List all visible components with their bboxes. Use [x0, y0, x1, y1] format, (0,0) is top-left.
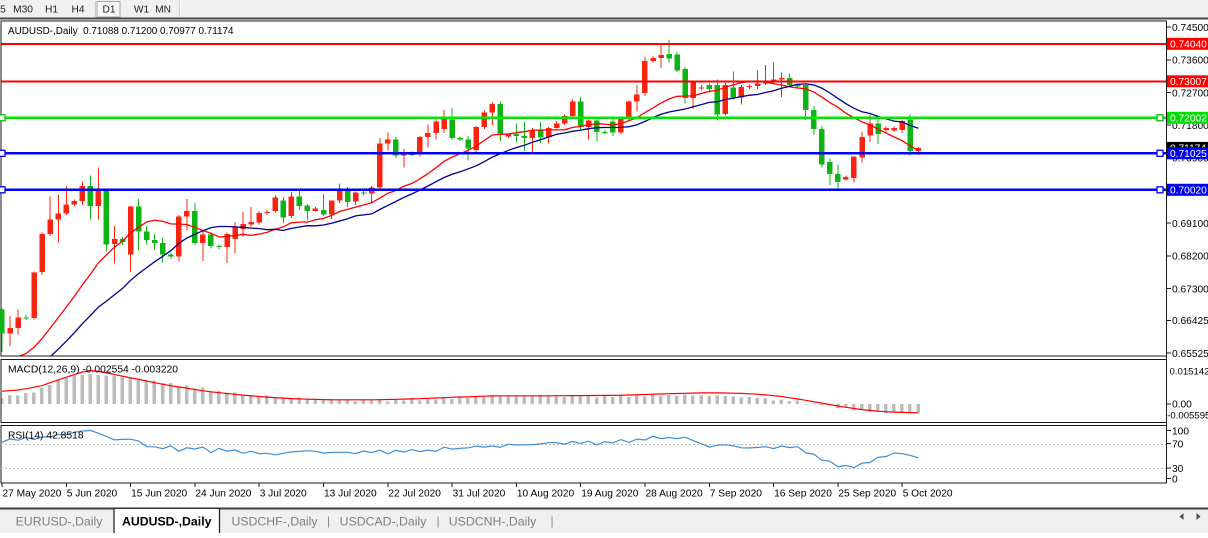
svg-text:0.69100: 0.69100	[1172, 219, 1208, 230]
svg-text:30: 30	[1172, 464, 1184, 475]
svg-text:0.73600: 0.73600	[1172, 56, 1208, 67]
svg-text:0.74040: 0.74040	[1170, 40, 1207, 51]
svg-text:0: 0	[1172, 474, 1178, 485]
svg-text:0.71025: 0.71025	[1170, 149, 1207, 160]
svg-text:19 Aug 2020: 19 Aug 2020	[581, 489, 639, 500]
svg-text:USDCAD-,Daily: USDCAD-,Daily	[340, 515, 428, 529]
svg-text:70: 70	[1172, 439, 1184, 450]
svg-text:5 Jun 2020: 5 Jun 2020	[67, 489, 118, 500]
svg-text:RSI(14) 42.8518: RSI(14) 42.8518	[8, 431, 84, 442]
svg-text:USDCHF-,Daily: USDCHF-,Daily	[231, 515, 318, 529]
svg-text:D1: D1	[102, 5, 115, 16]
svg-text:USDCNH-,Daily: USDCNH-,Daily	[449, 515, 537, 529]
svg-text:15 Jun 2020: 15 Jun 2020	[131, 489, 187, 500]
svg-text:0.66425: 0.66425	[1172, 316, 1208, 327]
svg-text:31 Jul 2020: 31 Jul 2020	[453, 489, 506, 500]
svg-text:0.015142: 0.015142	[1170, 366, 1208, 377]
svg-text:0.74500: 0.74500	[1172, 23, 1208, 34]
svg-text:27 May 2020: 27 May 2020	[3, 489, 62, 500]
svg-text:M30: M30	[13, 5, 33, 16]
svg-text:0.65525: 0.65525	[1172, 349, 1208, 360]
svg-text:5: 5	[0, 5, 6, 16]
svg-text:W1: W1	[134, 5, 150, 16]
svg-text:0.72700: 0.72700	[1172, 88, 1208, 99]
svg-text:5 Oct 2020: 5 Oct 2020	[903, 489, 953, 500]
svg-text:25 Sep 2020: 25 Sep 2020	[838, 489, 896, 500]
svg-text:28 Aug 2020: 28 Aug 2020	[646, 489, 704, 500]
svg-text:24 Jun 2020: 24 Jun 2020	[195, 489, 251, 500]
svg-text:H4: H4	[71, 5, 84, 16]
svg-text:7 Sep 2020: 7 Sep 2020	[710, 489, 762, 500]
svg-text:22 Jul 2020: 22 Jul 2020	[388, 489, 441, 500]
svg-text:100: 100	[1172, 426, 1189, 437]
svg-text:0.00: 0.00	[1172, 400, 1192, 411]
svg-text:EURUSD-,Daily: EURUSD-,Daily	[16, 515, 104, 529]
svg-text:H1: H1	[45, 5, 58, 16]
svg-text:0.70020: 0.70020	[1170, 186, 1207, 197]
svg-text:16 Sep 2020: 16 Sep 2020	[774, 489, 832, 500]
svg-text:-0.005595: -0.005595	[1167, 411, 1208, 422]
svg-text:|: |	[436, 514, 439, 528]
svg-text:3 Jul 2020: 3 Jul 2020	[260, 489, 307, 500]
svg-text:0.68200: 0.68200	[1172, 252, 1208, 263]
svg-text:0.73007: 0.73007	[1170, 77, 1207, 88]
svg-text:AUDUSD-,Daily 0.71088 0.71200: AUDUSD-,Daily 0.71088 0.71200 0.70977 0.…	[8, 26, 234, 37]
svg-text:|: |	[327, 514, 330, 528]
svg-text:|: |	[550, 514, 553, 528]
svg-text:AUDUSD-,Daily: AUDUSD-,Daily	[122, 515, 212, 529]
svg-text:MN: MN	[155, 5, 171, 16]
svg-text:MACD(12,26,9) -0.002554 -0.003: MACD(12,26,9) -0.002554 -0.003220	[8, 365, 178, 376]
svg-text:0.67300: 0.67300	[1172, 284, 1208, 295]
svg-text:10 Aug 2020: 10 Aug 2020	[517, 489, 575, 500]
svg-text:13 Jul 2020: 13 Jul 2020	[324, 489, 377, 500]
svg-text:0.72002: 0.72002	[1170, 114, 1207, 125]
